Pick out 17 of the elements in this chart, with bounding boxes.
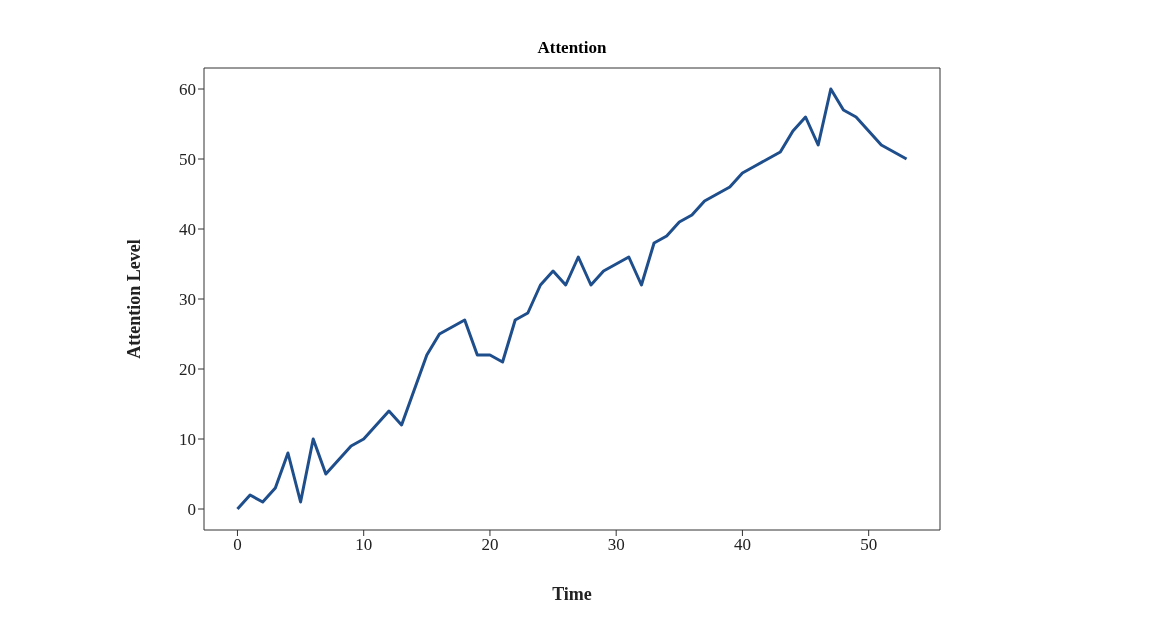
- y-tick-label: 60: [179, 80, 196, 100]
- y-tick-label: 0: [187, 500, 196, 520]
- x-tick-label: 0: [233, 535, 242, 555]
- line-series: [235, 87, 909, 511]
- x-tick-label: 40: [733, 535, 751, 555]
- y-tick-label: 20: [179, 360, 196, 380]
- x-tick-label: 10: [355, 535, 373, 555]
- y-tick-label: 50: [179, 150, 196, 170]
- chart-title: Attention: [536, 38, 608, 58]
- y-axis-title: Attention Level: [124, 239, 145, 359]
- x-tick-label: 50: [860, 535, 878, 555]
- x-axis-title: Time: [552, 584, 592, 604]
- y-tick-label: 10: [179, 430, 196, 450]
- y-tick-label: 40: [179, 220, 196, 240]
- y-tick-label: 30: [179, 290, 196, 310]
- x-tick-label: 20: [481, 535, 499, 555]
- x-tick-label: 30: [607, 535, 625, 555]
